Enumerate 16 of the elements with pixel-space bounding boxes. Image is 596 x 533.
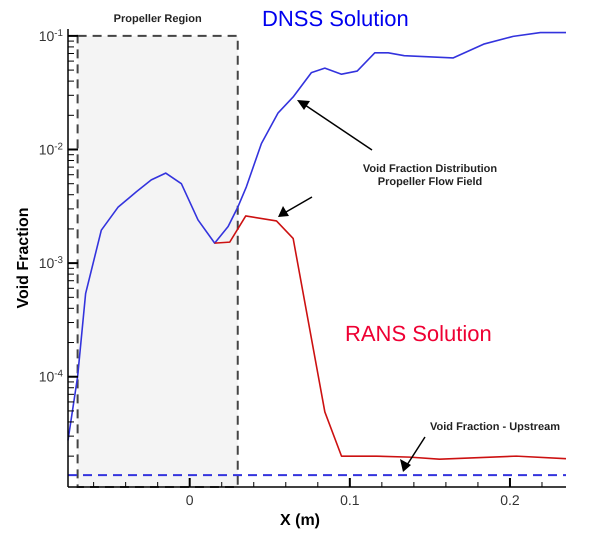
x-tick-label: 0.1 [340, 492, 360, 508]
annotation: Void Fraction Distribution Propeller Flow Field [362, 163, 498, 188]
y-tick-label: 10$^{-3}$ [38, 254, 64, 272]
y-axis-title: Void Fraction [15, 207, 32, 309]
band-label: Propeller Region [114, 13, 202, 25]
annotation: Void Fraction - Upstream [430, 421, 560, 433]
y-tick-label: 10$^{-4}$ [38, 368, 64, 385]
x-tick-label: 0.2 [500, 492, 520, 508]
series-label: DNSS Solution [262, 6, 409, 31]
y-tick-label: 10$^{-1}$ [38, 27, 63, 44]
line-series [67, 32, 567, 442]
series-label: RANS Solution [345, 321, 492, 346]
x-axis-title: X (m) [280, 512, 320, 529]
y-tick-label: 10$^{-2}$ [38, 141, 63, 158]
line-series [214, 215, 567, 460]
x-tick-label: 0 [186, 492, 194, 508]
